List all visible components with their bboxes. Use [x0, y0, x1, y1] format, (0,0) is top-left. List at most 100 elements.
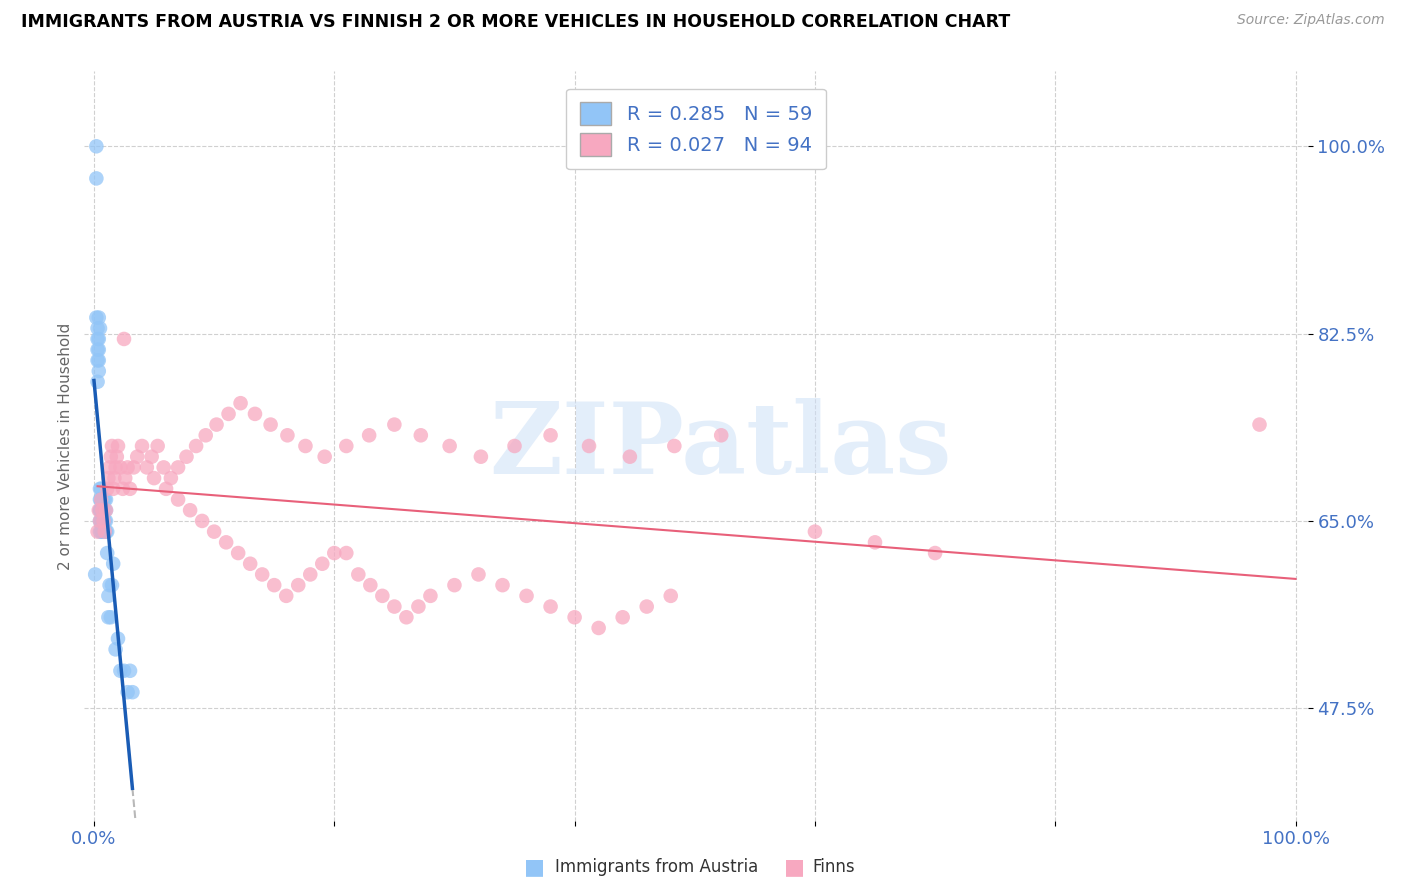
Point	[515, 589, 537, 603]
Point	[90, 492, 112, 507]
Point	[93, 514, 115, 528]
Point	[94, 524, 117, 539]
Point	[664, 439, 686, 453]
Point	[118, 664, 141, 678]
Point	[276, 428, 298, 442]
Point	[89, 524, 111, 539]
Point	[155, 482, 177, 496]
Point	[467, 567, 489, 582]
Point	[93, 514, 115, 528]
Point	[112, 664, 135, 678]
Point	[111, 482, 134, 496]
Point	[218, 407, 240, 421]
Point	[94, 514, 117, 528]
Point	[89, 492, 111, 507]
Point	[176, 450, 198, 464]
Point	[84, 567, 107, 582]
Point	[127, 450, 149, 464]
Point	[89, 321, 111, 335]
Point	[94, 524, 117, 539]
Point	[87, 503, 110, 517]
Point	[335, 546, 357, 560]
Point	[382, 417, 405, 432]
Point	[804, 524, 827, 539]
Point	[93, 492, 115, 507]
Point	[250, 567, 273, 582]
Point	[1249, 417, 1271, 432]
Point	[96, 524, 118, 539]
Point	[89, 482, 111, 496]
Point	[98, 578, 121, 592]
Point	[167, 492, 190, 507]
Point	[371, 589, 394, 603]
Point	[90, 514, 112, 528]
Point	[226, 546, 249, 560]
Text: ■: ■	[524, 857, 544, 877]
Point	[94, 503, 117, 517]
Point	[229, 396, 252, 410]
Point	[91, 492, 114, 507]
Point	[117, 460, 139, 475]
Point	[299, 567, 322, 582]
Point	[105, 450, 128, 464]
Point	[443, 578, 465, 592]
Text: ZIPatlas: ZIPatlas	[489, 398, 952, 494]
Point	[86, 171, 108, 186]
Point	[347, 567, 370, 582]
Point	[335, 439, 357, 453]
Point	[141, 450, 163, 464]
Point	[439, 439, 461, 453]
Point	[94, 503, 117, 517]
Point	[100, 610, 122, 624]
Point	[96, 482, 118, 496]
Point	[86, 332, 108, 346]
Point	[710, 428, 733, 442]
Point	[107, 439, 129, 453]
Point	[205, 417, 228, 432]
Legend: R = 0.285   N = 59, R = 0.027   N = 94: R = 0.285 N = 59, R = 0.027 N = 94	[567, 88, 825, 169]
Point	[89, 503, 111, 517]
Point	[121, 685, 143, 699]
Point	[359, 578, 381, 592]
Point	[179, 503, 201, 517]
Point	[191, 514, 214, 528]
Point	[86, 343, 108, 357]
Point	[90, 514, 112, 528]
Point	[90, 503, 112, 517]
Point	[135, 460, 157, 475]
Point	[93, 524, 115, 539]
Point	[184, 439, 207, 453]
Text: Immigrants from Austria: Immigrants from Austria	[555, 858, 759, 876]
Point	[194, 428, 217, 442]
Point	[924, 546, 946, 560]
Point	[395, 610, 418, 624]
Point	[146, 439, 169, 453]
Point	[94, 492, 117, 507]
Point	[160, 471, 183, 485]
Point	[104, 460, 127, 475]
Point	[117, 685, 139, 699]
Point	[94, 503, 117, 517]
Point	[588, 621, 610, 635]
Point	[91, 503, 114, 517]
Point	[93, 503, 115, 517]
Point	[87, 364, 110, 378]
Point	[110, 664, 132, 678]
Point	[359, 428, 381, 442]
Point	[94, 524, 117, 539]
Point	[167, 460, 190, 475]
Point	[94, 514, 117, 528]
Point	[96, 546, 118, 560]
Text: Finns: Finns	[813, 858, 855, 876]
Text: IMMIGRANTS FROM AUSTRIA VS FINNISH 2 OR MORE VEHICLES IN HOUSEHOLD CORRELATION C: IMMIGRANTS FROM AUSTRIA VS FINNISH 2 OR …	[21, 13, 1011, 31]
Point	[101, 578, 124, 592]
Point	[612, 610, 634, 624]
Point	[89, 503, 111, 517]
Point	[107, 632, 129, 646]
Point	[409, 428, 432, 442]
Point	[382, 599, 405, 614]
Point	[863, 535, 886, 549]
Point	[564, 610, 586, 624]
Point	[87, 332, 110, 346]
Point	[86, 524, 108, 539]
